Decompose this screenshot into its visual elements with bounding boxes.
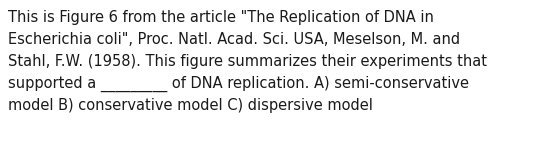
- Text: Stahl, F.W. (1958). This figure summarizes their experiments that: Stahl, F.W. (1958). This figure summariz…: [8, 54, 487, 69]
- Text: This is Figure 6 from the article "The Replication of DNA in: This is Figure 6 from the article "The R…: [8, 10, 434, 25]
- Text: Escherichia coli", Proc. Natl. Acad. Sci. USA, Meselson, M. and: Escherichia coli", Proc. Natl. Acad. Sci…: [8, 32, 460, 47]
- Text: model B) conservative model C) dispersive model: model B) conservative model C) dispersiv…: [8, 98, 373, 113]
- Text: supported a _________ of DNA replication. A) semi-conservative: supported a _________ of DNA replication…: [8, 76, 469, 92]
